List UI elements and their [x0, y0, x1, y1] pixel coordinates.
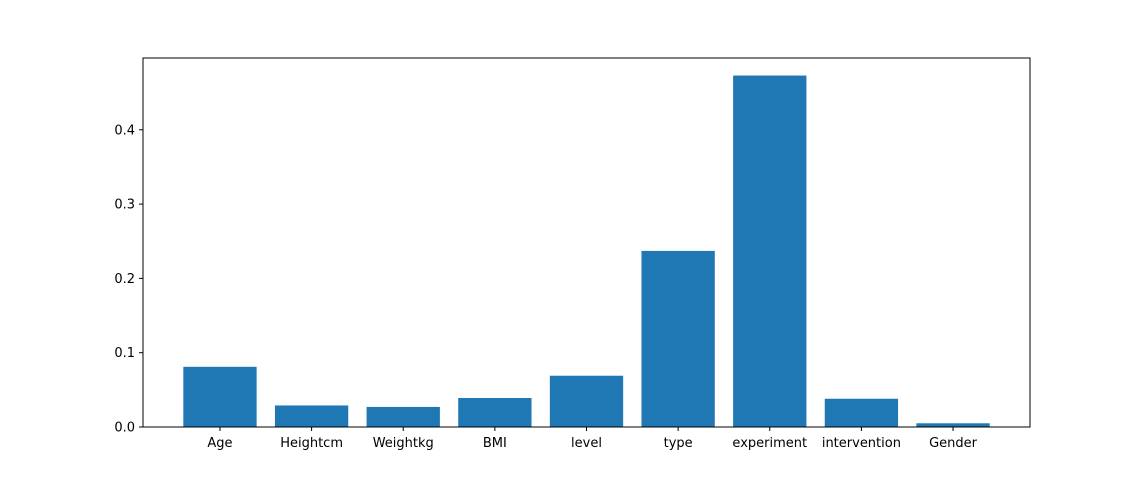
x-tick-label: experiment: [732, 436, 807, 451]
x-tick-label: Gender: [929, 436, 978, 451]
plot-frame: [142, 57, 1031, 428]
x-axis: Age Heightcm Weightkg BMI level type experimen…: [207, 427, 978, 451]
y-tick-label: 0.1: [114, 346, 135, 361]
x-tick-label: level: [571, 436, 602, 451]
x-tick-label: intervention: [822, 436, 901, 451]
y-tick-label: 0.3: [114, 198, 135, 213]
y-tick-label: 0.4: [114, 123, 135, 138]
bar-gender: [916, 423, 990, 427]
bar-age: [183, 366, 257, 427]
bar-weightkg: [366, 406, 440, 427]
x-tick-label: type: [664, 436, 693, 451]
x-tick-label: Weightkg: [373, 436, 434, 451]
bars-group: [183, 75, 990, 428]
bar-type: [641, 250, 715, 427]
bar-heightcm: [274, 405, 349, 427]
bar-level: [549, 375, 624, 427]
x-tick-label: Age: [207, 436, 232, 451]
bar-experiment: [733, 75, 807, 428]
y-axis: 0.0 0.1 0.2 0.3 0.4: [114, 123, 143, 436]
bar-bmi: [458, 398, 532, 427]
bar-intervention: [824, 398, 899, 427]
x-tick-label: Heightcm: [280, 436, 343, 451]
y-tick-label: 0.2: [114, 272, 135, 287]
x-tick-label: BMI: [483, 436, 507, 451]
y-tick-label: 0.0: [114, 421, 135, 436]
